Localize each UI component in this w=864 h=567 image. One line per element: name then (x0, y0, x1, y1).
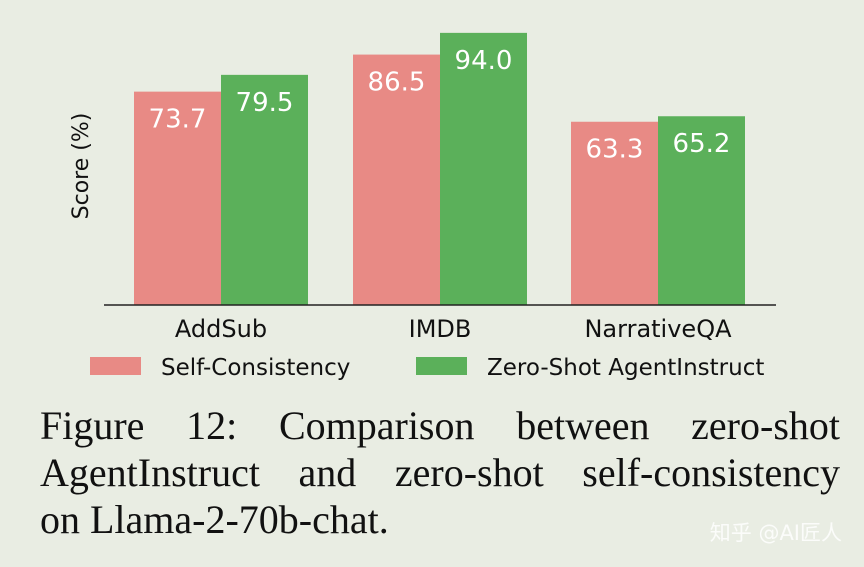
bar-imdb-series-2 (440, 32, 527, 306)
caption-line-1: Figure 12: Comparison between zero-shot (40, 403, 840, 448)
bar-narrativeqa-series-2 (658, 116, 745, 305)
data-label: 94.0 (455, 46, 513, 76)
bar-imdb-series-1 (353, 54, 440, 305)
caption-line-2: AgentInstruct and zero-shot self-consist… (40, 450, 840, 495)
bar-addsub-series-1 (134, 91, 221, 306)
figure-caption: Figure 12: Comparison between zero-shot … (40, 402, 840, 543)
legend-label-1: Self-Consistency (161, 355, 350, 381)
y-axis-label: Score (%) (69, 113, 94, 220)
data-label: 63.3 (586, 135, 644, 165)
data-label: 86.5 (368, 68, 426, 98)
caption-line-3: on Llama-2-70b-chat. (40, 497, 389, 542)
legend-swatch-1 (90, 357, 141, 375)
x-tick-label: NarrativeQA (584, 315, 732, 343)
data-label: 79.5 (236, 88, 294, 118)
bar-chart: 73.7 86.5 63.3 79.5 94.0 65.2 AddSub IMDB Narrat… (69, 32, 776, 381)
bar-addsub-series-2 (221, 74, 308, 305)
data-label: 73.7 (149, 105, 207, 135)
legend-label-2: Zero-Shot AgentInstruct (487, 355, 764, 381)
watermark-text: 知乎 @AI匠人 (709, 521, 842, 545)
legend-swatch-2 (416, 357, 467, 375)
data-label: 65.2 (673, 129, 731, 159)
x-tick-label: AddSub (175, 315, 267, 343)
bar-narrativeqa-series-1 (571, 121, 658, 306)
x-tick-label: IMDB (409, 315, 472, 343)
